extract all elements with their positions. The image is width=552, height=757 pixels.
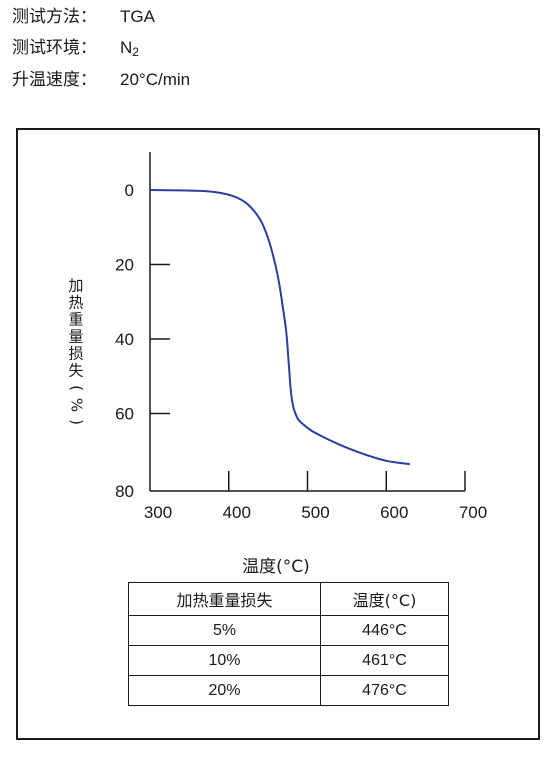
test-environment-subscript: 2 [132, 45, 139, 59]
x-tick-label: 600 [380, 503, 408, 522]
x-tick-label: 300 [144, 503, 172, 522]
y-tick-label: 80 [115, 482, 134, 501]
y-axis-label-char: ) [68, 419, 86, 425]
y-axis-label-char: 量 [68, 328, 83, 346]
test-method-label: 测试方法： [12, 7, 97, 27]
y-axis-label-char: 热 [68, 294, 83, 312]
table-cell-weight-loss: 10% [128, 645, 321, 676]
table-cell-weight-loss: 5% [128, 615, 321, 646]
heating-rate-value: 20°C/min [120, 70, 191, 89]
x-tick-label: 500 [301, 503, 329, 522]
y-tick-label: 0 [125, 181, 134, 200]
y-tick-label: 40 [115, 330, 134, 349]
y-axis-label-char: ( [68, 385, 86, 391]
heating-rate-row: 升温速度： 20°C/min [12, 70, 190, 90]
test-environment-label: 测试环境： [12, 38, 97, 58]
y-tick-label: 60 [115, 405, 134, 424]
table-cell-temperature: 461°C [320, 645, 449, 676]
y-axis-label-char: 损 [68, 345, 83, 363]
test-method-value: TGA [120, 7, 155, 26]
x-tick-label: 700 [459, 503, 487, 522]
table-cell-weight-loss: 20% [128, 675, 321, 706]
figure-frame [16, 128, 540, 740]
table-row: 5% 446°C [128, 615, 449, 646]
heating-rate-label: 升温速度： [12, 70, 97, 90]
table-header-temperature: 温度(°C) [320, 582, 449, 616]
y-axis-label-char: 重 [68, 311, 83, 329]
table-header-weight-loss: 加热重量损失 [128, 582, 321, 616]
test-method-row: 测试方法： TGA [12, 7, 155, 27]
table-row: 20% 476°C [128, 675, 449, 706]
tga-curve [149, 189, 411, 466]
test-environment-gas: N [120, 38, 133, 57]
test-environment-row: 测试环境： N2 [12, 38, 139, 58]
x-axis-label: 温度(°C) [242, 557, 310, 577]
table-row: 10% 461°C [128, 645, 449, 676]
table-cell-temperature: 476°C [320, 675, 449, 706]
test-environment-value: N2 [120, 38, 139, 59]
y-axis-label-char: 加 [68, 277, 83, 295]
x-tick-label: 400 [223, 503, 251, 522]
y-tick-label: 20 [115, 256, 134, 275]
y-axis-label-char: 失 [68, 362, 83, 380]
table-cell-temperature: 446°C [320, 615, 449, 646]
weight-loss-table: 加热重量损失 温度(°C) 5% 446°C 10% 461°C 20% 476… [128, 582, 449, 706]
y-axis-label-char: % [68, 398, 86, 412]
table-header-row: 加热重量损失 温度(°C) [128, 582, 449, 616]
